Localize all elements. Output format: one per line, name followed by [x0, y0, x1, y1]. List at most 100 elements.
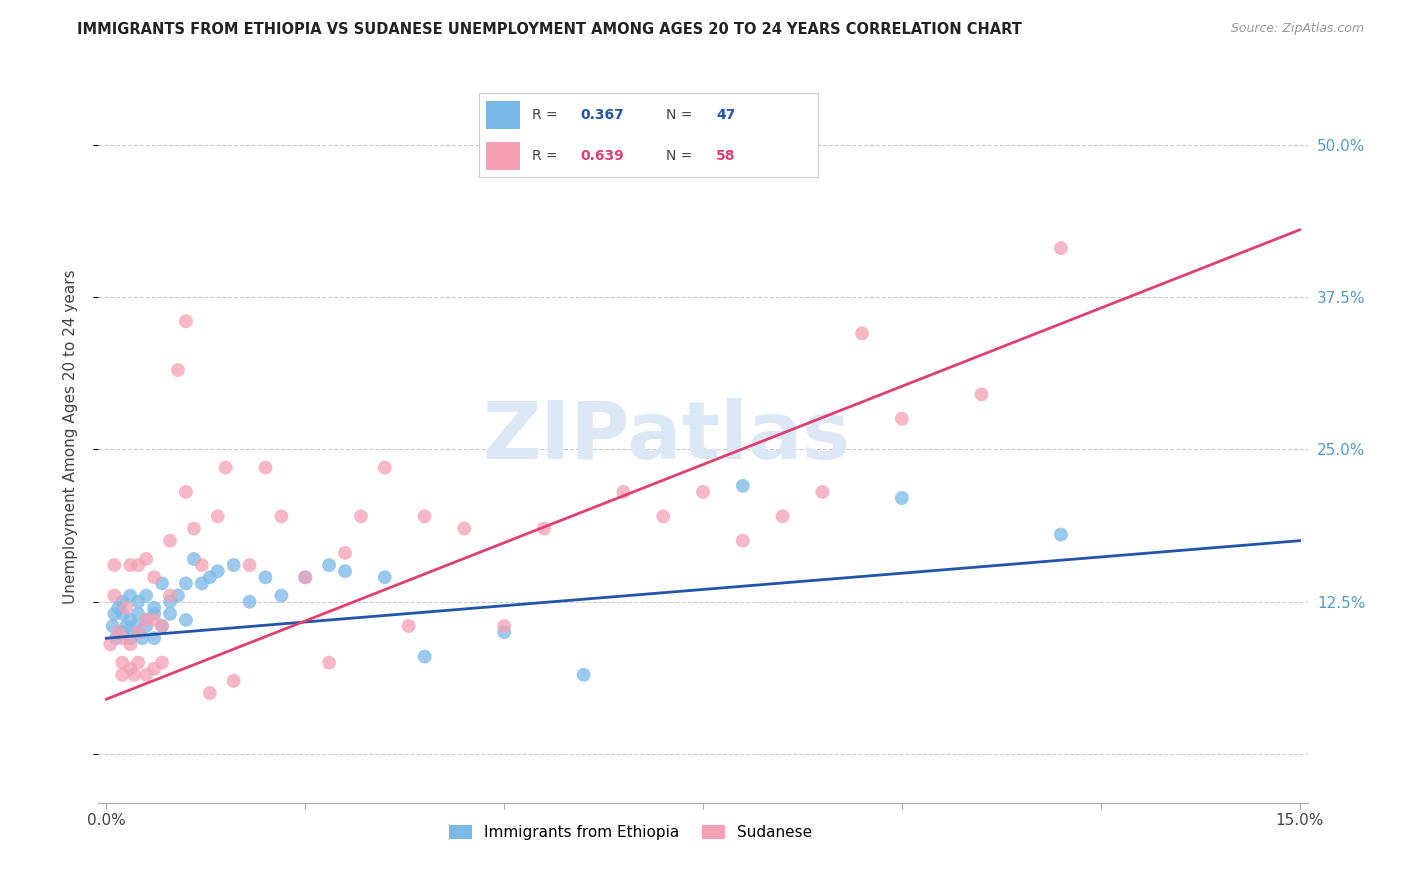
Point	[612, 485, 634, 500]
Point	[851, 326, 873, 341]
Point	[270, 589, 292, 603]
Point	[111, 632, 134, 646]
Point	[111, 625, 134, 640]
Point	[453, 521, 475, 535]
Point	[143, 662, 166, 676]
Point	[135, 552, 157, 566]
Point	[120, 637, 142, 651]
Point	[183, 552, 205, 566]
Point	[143, 613, 166, 627]
Legend: Immigrants from Ethiopia, Sudanese: Immigrants from Ethiopia, Sudanese	[443, 819, 818, 847]
Point	[1050, 241, 1073, 255]
Point	[318, 656, 340, 670]
Point	[122, 619, 145, 633]
Point	[374, 570, 396, 584]
Point	[198, 570, 221, 584]
Point	[111, 656, 134, 670]
Point	[222, 558, 245, 573]
Point	[333, 546, 356, 560]
Point	[120, 632, 142, 646]
Point	[174, 613, 197, 627]
Point	[183, 521, 205, 535]
Y-axis label: Unemployment Among Ages 20 to 24 years: Unemployment Among Ages 20 to 24 years	[63, 269, 77, 605]
Point	[127, 656, 149, 670]
Point	[191, 576, 214, 591]
Point	[135, 619, 157, 633]
Point	[1050, 527, 1073, 541]
Point	[811, 485, 834, 500]
Text: ZIPatlas: ZIPatlas	[482, 398, 851, 476]
Point	[294, 570, 316, 584]
Point	[294, 570, 316, 584]
Point	[135, 613, 157, 627]
Point	[127, 558, 149, 573]
Point	[692, 485, 714, 500]
Text: IMMIGRANTS FROM ETHIOPIA VS SUDANESE UNEMPLOYMENT AMONG AGES 20 TO 24 YEARS CORR: IMMIGRANTS FROM ETHIOPIA VS SUDANESE UNE…	[77, 22, 1022, 37]
Point	[572, 667, 595, 681]
Point	[103, 589, 125, 603]
Point	[533, 521, 555, 535]
Point	[254, 570, 277, 584]
Point	[398, 619, 420, 633]
Point	[120, 558, 142, 573]
Point	[167, 589, 190, 603]
Point	[222, 673, 245, 688]
Point	[111, 607, 134, 621]
Point	[494, 625, 516, 640]
Point	[215, 460, 238, 475]
Point	[159, 607, 181, 621]
Point	[150, 619, 173, 633]
Point	[191, 558, 214, 573]
Point	[333, 564, 356, 578]
Point	[127, 625, 149, 640]
Point	[103, 607, 125, 621]
Point	[413, 509, 436, 524]
Point	[103, 558, 125, 573]
Point	[120, 589, 142, 603]
Point	[239, 558, 262, 573]
Point	[239, 594, 262, 608]
Point	[731, 533, 754, 548]
Point	[115, 619, 138, 633]
Point	[150, 656, 173, 670]
Point	[270, 509, 292, 524]
Point	[772, 509, 794, 524]
Point	[731, 479, 754, 493]
Point	[207, 564, 229, 578]
Point	[318, 558, 340, 573]
Point	[150, 576, 173, 591]
Point	[413, 649, 436, 664]
Point	[115, 600, 138, 615]
Point	[111, 594, 134, 608]
Point	[167, 363, 190, 377]
Point	[127, 594, 149, 608]
Point	[174, 314, 197, 328]
Point	[159, 589, 181, 603]
Point	[101, 619, 124, 633]
Point	[159, 594, 181, 608]
Point	[135, 589, 157, 603]
Point	[494, 619, 516, 633]
Point	[107, 625, 129, 640]
Point	[207, 509, 229, 524]
Point	[111, 667, 134, 681]
Point	[107, 600, 129, 615]
Point	[127, 607, 149, 621]
Point	[143, 570, 166, 584]
Text: Source: ZipAtlas.com: Source: ZipAtlas.com	[1230, 22, 1364, 36]
Point	[127, 625, 149, 640]
Point	[98, 637, 121, 651]
Point	[890, 491, 912, 505]
Point	[890, 412, 912, 426]
Point	[150, 619, 173, 633]
Point	[131, 632, 153, 646]
Point	[374, 460, 396, 475]
Point	[254, 460, 277, 475]
Point	[104, 632, 127, 646]
Point	[350, 509, 373, 524]
Point	[143, 600, 166, 615]
Point	[143, 607, 166, 621]
Point	[174, 576, 197, 591]
Point	[970, 387, 993, 401]
Point	[572, 144, 595, 158]
